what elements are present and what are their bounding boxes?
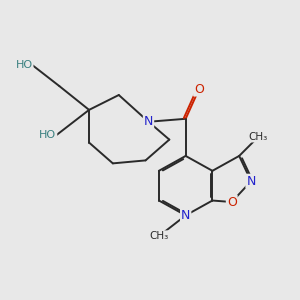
Text: O: O xyxy=(194,82,204,96)
Text: N: N xyxy=(181,209,190,222)
Text: N: N xyxy=(144,115,153,128)
Text: N: N xyxy=(246,175,256,188)
Text: O: O xyxy=(227,196,237,208)
Text: HO: HO xyxy=(16,60,33,70)
Text: HO: HO xyxy=(39,130,56,140)
Text: CH₃: CH₃ xyxy=(149,231,169,241)
Text: CH₃: CH₃ xyxy=(249,132,268,142)
